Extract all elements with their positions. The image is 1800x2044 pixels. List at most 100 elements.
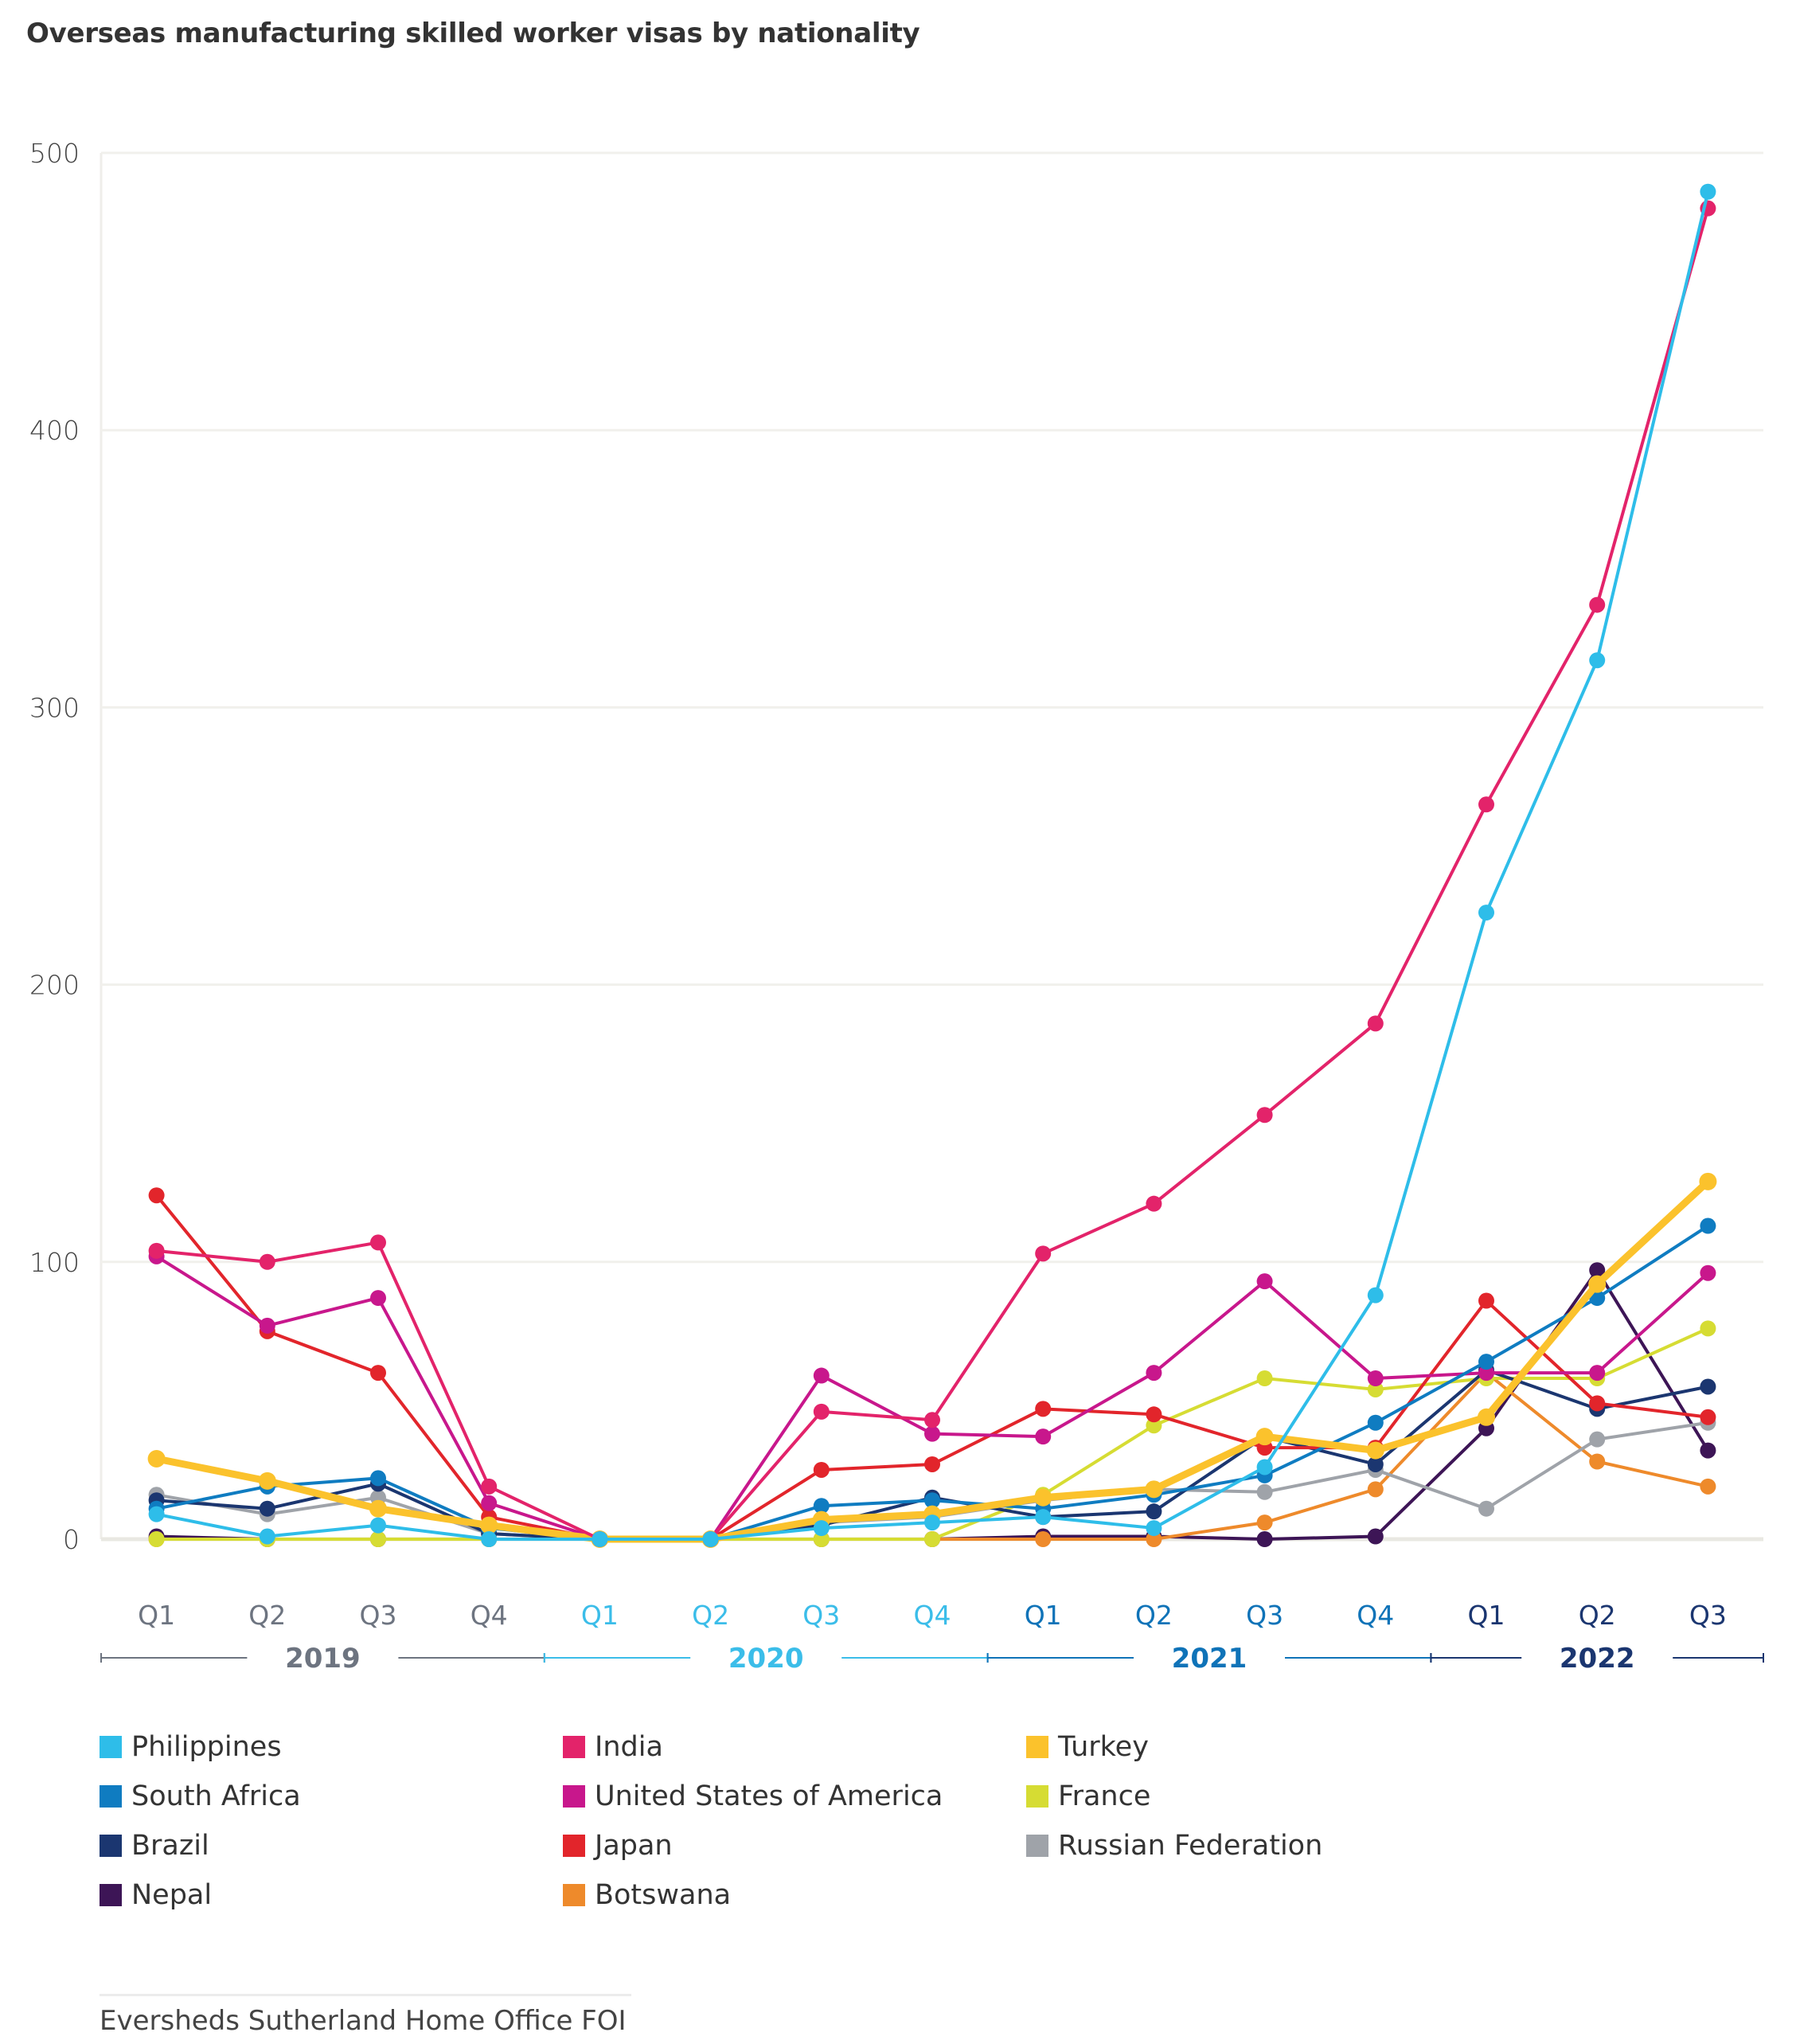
data-point — [1367, 1414, 1384, 1431]
y-tick-label: 500 — [29, 138, 80, 169]
data-point — [702, 1531, 719, 1547]
data-point — [370, 1365, 386, 1382]
data-point — [1256, 1370, 1273, 1387]
legend-label: Nepal — [131, 1879, 213, 1911]
chart-title: Overseas manufacturing skilled worker vi… — [26, 18, 920, 49]
x-tick-label: Q4 — [914, 1600, 951, 1631]
data-point — [1146, 1520, 1162, 1537]
data-point — [1478, 1354, 1494, 1370]
data-point — [813, 1367, 830, 1384]
data-point — [813, 1520, 830, 1537]
data-point — [1256, 1531, 1273, 1547]
legend-item: Botswana — [563, 1879, 1026, 1911]
data-point — [1367, 1015, 1384, 1032]
legend-item: Nepal — [100, 1879, 563, 1911]
data-point — [1367, 1370, 1384, 1387]
y-tick-label: 400 — [29, 415, 80, 446]
legend-swatch — [563, 1835, 585, 1857]
data-point — [1035, 1428, 1052, 1445]
data-point — [259, 1253, 275, 1270]
source-note: Eversheds Sutherland Home Office FOI — [100, 2005, 627, 2037]
legend-item: France — [1026, 1780, 1424, 1812]
legend-swatch — [563, 1785, 585, 1808]
data-point — [1146, 1365, 1162, 1382]
data-point — [148, 1506, 165, 1522]
year-label: 2021 — [1172, 1643, 1248, 1675]
data-point — [481, 1478, 498, 1495]
legend-swatch — [1026, 1736, 1048, 1758]
series-philippines — [148, 183, 1716, 1547]
x-tick-label: Q2 — [1135, 1600, 1173, 1631]
data-point — [1700, 183, 1716, 200]
data-point — [1367, 1381, 1384, 1397]
data-point — [1478, 1500, 1494, 1517]
legend-label: Russian Federation — [1058, 1830, 1323, 1862]
data-point — [1478, 1408, 1495, 1426]
x-tick-label: Q2 — [248, 1600, 286, 1631]
legend-label: Brazil — [131, 1830, 209, 1862]
data-point — [924, 1531, 940, 1547]
x-tick-label: Q1 — [581, 1600, 619, 1631]
data-point — [1589, 1431, 1606, 1448]
data-point — [258, 1471, 276, 1490]
legend-label: France — [1058, 1780, 1151, 1812]
legend-swatch — [100, 1835, 122, 1857]
legend-swatch — [1026, 1835, 1048, 1857]
x-axis: Q1 Q2 Q3 Q4 Q1 Q2 Q3 Q4 Q1 Q2 Q3 Q4 Q1 Q2 Q3 2019 2020 20… — [100, 1600, 1764, 1675]
data-point — [1478, 1292, 1494, 1309]
legend: Philippines India Turkey South Africa United… — [100, 1731, 1424, 1911]
data-point — [1589, 1365, 1606, 1382]
data-point — [1699, 1172, 1717, 1190]
legend-label: South Africa — [131, 1780, 301, 1812]
legend-label: Japan — [595, 1830, 673, 1862]
data-point — [1146, 1195, 1162, 1212]
data-point — [481, 1531, 498, 1547]
data-point — [1367, 1287, 1384, 1303]
legend-label: Botswana — [595, 1879, 732, 1911]
data-point — [924, 1412, 940, 1428]
data-point — [813, 1498, 830, 1514]
y-tick-label: 100 — [29, 1247, 80, 1278]
x-tick-label: Q1 — [138, 1600, 175, 1631]
series-lines — [147, 183, 1717, 1548]
legend-item: Japan — [563, 1830, 1026, 1862]
legend-swatch — [100, 1785, 122, 1808]
legend-item: Turkey — [1026, 1731, 1424, 1763]
legend-swatch — [563, 1736, 585, 1758]
data-point — [1589, 1262, 1606, 1279]
data-point — [1035, 1401, 1052, 1417]
x-tick-label: Q3 — [1689, 1600, 1727, 1631]
legend-item: United States of America — [563, 1780, 1026, 1812]
data-point — [369, 1499, 387, 1518]
legend-label: India — [595, 1731, 663, 1763]
legend-item: Philippines — [100, 1731, 563, 1763]
year-label: 2022 — [1560, 1643, 1635, 1675]
data-point — [1146, 1531, 1162, 1547]
data-point — [1256, 1273, 1273, 1290]
data-point — [924, 1514, 940, 1531]
data-point — [1145, 1480, 1163, 1499]
data-point — [370, 1234, 386, 1251]
data-point — [1256, 1107, 1273, 1124]
legend-label: Philippines — [131, 1731, 282, 1763]
data-point — [1146, 1417, 1162, 1434]
data-point — [259, 1528, 275, 1545]
data-point — [148, 1187, 165, 1204]
series-line — [154, 206, 1710, 1541]
x-tick-label: Q2 — [1579, 1600, 1616, 1631]
data-point — [370, 1290, 386, 1307]
legend-swatch — [100, 1884, 122, 1906]
legend-item: India — [563, 1731, 1026, 1763]
data-point — [148, 1531, 165, 1547]
legend-item: South Africa — [100, 1780, 563, 1812]
data-point — [1478, 905, 1494, 921]
data-point — [1700, 1409, 1716, 1425]
series-south-africa — [148, 1217, 1716, 1547]
data-point — [1588, 1275, 1607, 1293]
data-point — [1700, 1264, 1716, 1281]
data-point — [259, 1500, 275, 1517]
data-point — [1035, 1509, 1052, 1526]
x-tick-label: Q4 — [1357, 1600, 1394, 1631]
data-point — [1589, 596, 1606, 613]
data-point — [1256, 1514, 1273, 1531]
